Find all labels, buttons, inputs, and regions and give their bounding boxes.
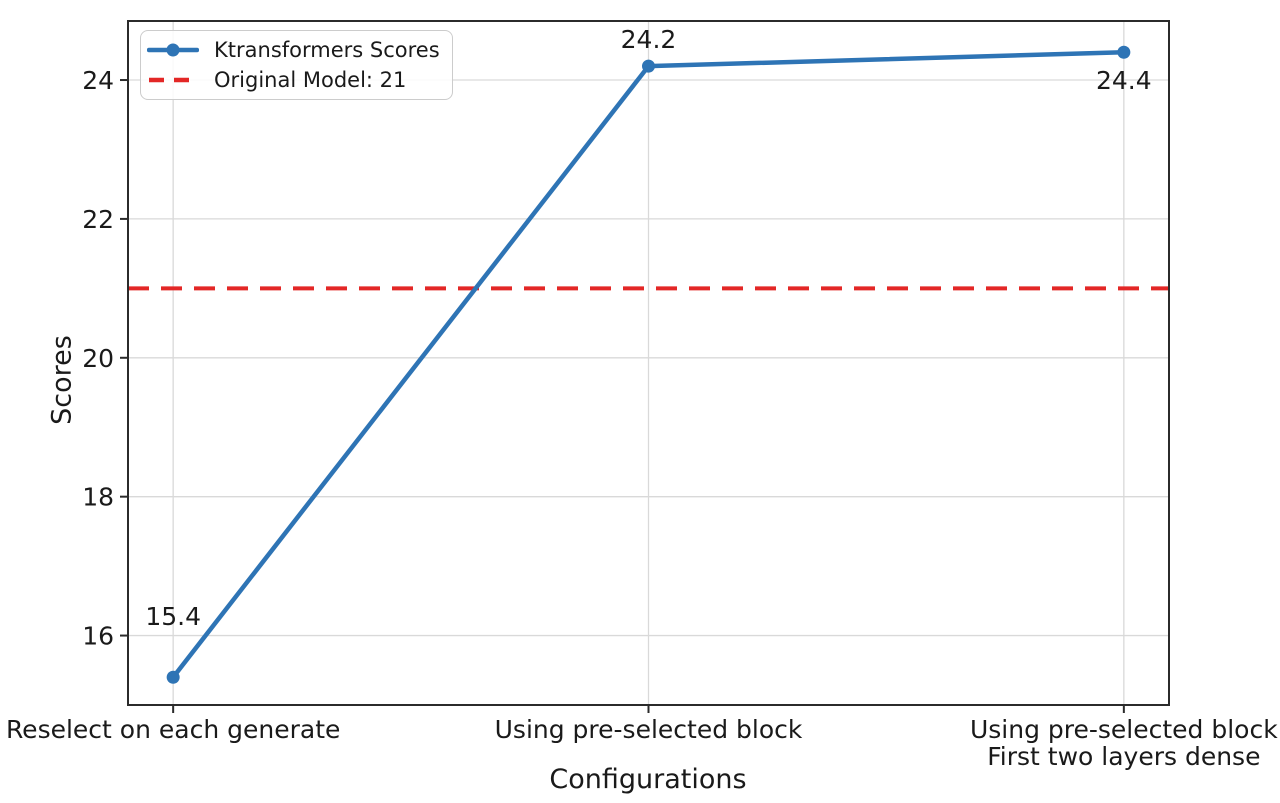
dashed-line-swatch xyxy=(149,77,197,82)
svg-text:16: 16 xyxy=(82,622,114,651)
data-point-markers xyxy=(166,45,1131,684)
svg-text:24: 24 xyxy=(82,66,114,95)
legend-label-series: Ktransformers Scores xyxy=(214,38,440,63)
svg-text:20: 20 xyxy=(82,344,114,373)
svg-text:18: 18 xyxy=(82,483,114,512)
y-axis-title: Scores xyxy=(46,335,78,425)
x-tick-labels: Reselect on each generate Using pre-selec… xyxy=(6,715,1278,771)
grid-lines xyxy=(128,21,1169,705)
line-marker-swatch xyxy=(147,43,199,57)
svg-text:24.2: 24.2 xyxy=(621,25,677,54)
svg-text:15.4: 15.4 xyxy=(145,602,201,631)
svg-text:24.4: 24.4 xyxy=(1096,66,1152,95)
legend-item-reference: Original Model: 21 xyxy=(147,68,442,92)
data-point-labels: 15.4 24.2 24.4 xyxy=(145,25,1151,631)
svg-text:Reselect on each generate: Reselect on each generate xyxy=(6,715,340,744)
axis-ticks xyxy=(120,79,1125,713)
legend-label-reference: Original Model: 21 xyxy=(214,67,407,92)
svg-text:22: 22 xyxy=(82,205,114,234)
x-axis-title: Configurations xyxy=(549,764,747,795)
legend-item-series: Ktransformers Scores xyxy=(147,38,442,62)
legend-marker-sample xyxy=(166,43,180,57)
svg-text:Using pre-selected block: Using pre-selected block xyxy=(495,715,803,744)
legend: Ktransformers Scores Original Model: 21 xyxy=(140,30,453,100)
svg-text:First two layers dense: First two layers dense xyxy=(987,742,1260,771)
y-tick-labels: 16 18 20 22 24 xyxy=(82,66,114,651)
svg-text:Using pre-selected block: Using pre-selected block xyxy=(970,715,1278,744)
